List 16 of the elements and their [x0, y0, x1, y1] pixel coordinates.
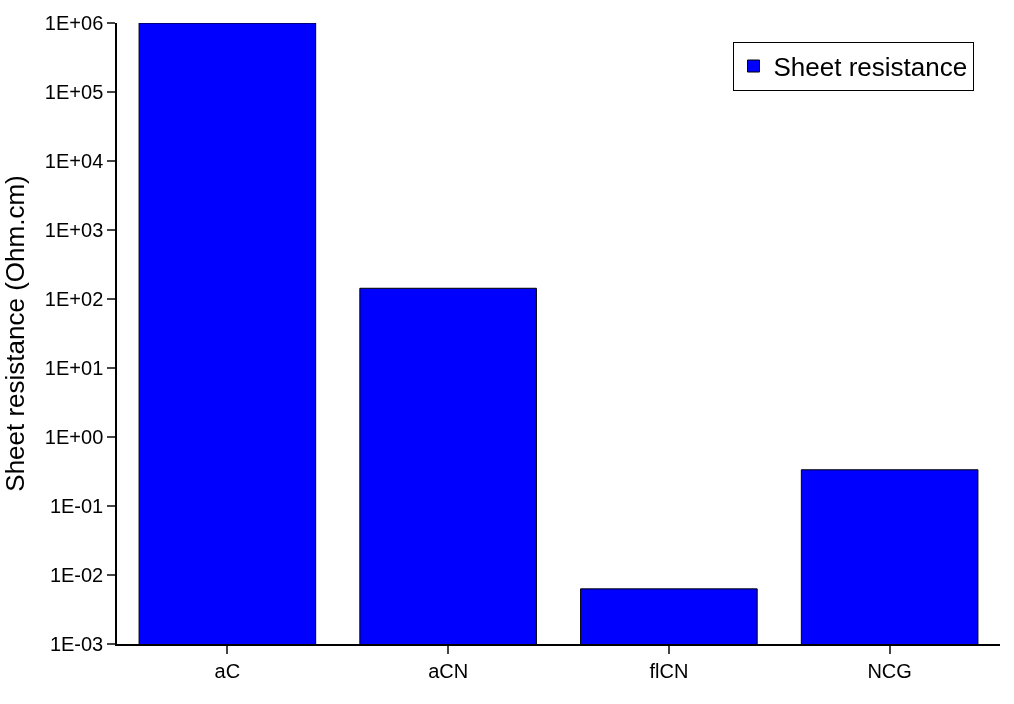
y-tick-label: 1E+00	[44, 426, 104, 448]
y-tick-label: 1E+05	[44, 81, 104, 103]
y-axis-title: Sheet resistance (Ohm.cm)	[0, 175, 30, 492]
x-tick-label: aCN	[428, 659, 469, 682]
x-tick-label: aC	[214, 659, 241, 682]
x-tick-label: flCN	[649, 659, 689, 682]
y-tick-label: 1E+03	[44, 219, 104, 241]
y-tick-label: 1E+04	[44, 150, 104, 172]
y-tick-label: 1E+02	[44, 288, 104, 310]
y-tick-label: 1E-02	[49, 564, 104, 586]
x-tick-label: NCG	[867, 659, 912, 682]
legend-label: Sheet resistance	[773, 52, 968, 83]
y-tick-label: 1E-03	[49, 633, 104, 655]
y-tick-label: 1E+01	[44, 357, 104, 379]
y-tick-label: 1E-01	[49, 495, 104, 517]
y-tick-label: 1E+06	[44, 12, 104, 34]
